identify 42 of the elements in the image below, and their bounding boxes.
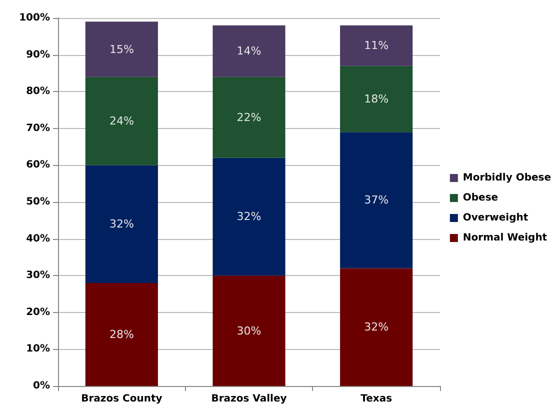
y-tick-label: 30% bbox=[26, 270, 50, 282]
y-tick-label: 0% bbox=[33, 380, 50, 392]
bar bbox=[212, 158, 286, 276]
x-tick-label: Brazos County bbox=[81, 394, 163, 404]
data-label: 32% bbox=[364, 320, 389, 334]
bar bbox=[212, 276, 286, 386]
y-tick-label: 70% bbox=[26, 122, 50, 134]
data-label: 14% bbox=[236, 44, 262, 58]
data-label: 11% bbox=[364, 39, 389, 52]
y-tick-label: 60% bbox=[26, 160, 50, 171]
legend-label: Morbidly Obese bbox=[462, 172, 552, 184]
data-label: 32% bbox=[109, 218, 134, 231]
y-tick-label: 20% bbox=[26, 306, 50, 318]
data-label: 24% bbox=[109, 114, 134, 128]
data-label: 28% bbox=[109, 328, 134, 341]
y-tick-label: 10% bbox=[26, 344, 50, 355]
data-label: 18% bbox=[364, 92, 389, 106]
legend-label: Overweight bbox=[462, 212, 528, 224]
bar bbox=[340, 66, 413, 132]
x-tick-label: Brazos Valley bbox=[211, 394, 288, 404]
data-label: 37% bbox=[364, 194, 389, 207]
bar bbox=[85, 165, 158, 283]
bar bbox=[85, 76, 158, 166]
y-tick-label: 80% bbox=[26, 86, 50, 98]
y-tick-label: 50% bbox=[26, 196, 50, 208]
bar bbox=[340, 268, 413, 386]
data-label: 22% bbox=[236, 110, 262, 124]
bar bbox=[85, 282, 158, 386]
legend-label: Normal Weight bbox=[462, 232, 548, 244]
y-tick-label: 100% bbox=[19, 12, 50, 24]
data-label: 15% bbox=[109, 42, 134, 56]
bar bbox=[85, 22, 158, 77]
y-tick-label: 40% bbox=[26, 233, 50, 244]
bar bbox=[340, 25, 413, 66]
data-label: 30% bbox=[236, 324, 262, 338]
bar bbox=[212, 25, 286, 77]
bar bbox=[340, 132, 413, 268]
bar bbox=[212, 76, 286, 158]
x-tick-label: Texas bbox=[360, 394, 392, 404]
legend-label: Obese bbox=[462, 192, 498, 204]
data-label: 32% bbox=[236, 210, 262, 224]
y-tick-label: 90% bbox=[26, 49, 50, 60]
